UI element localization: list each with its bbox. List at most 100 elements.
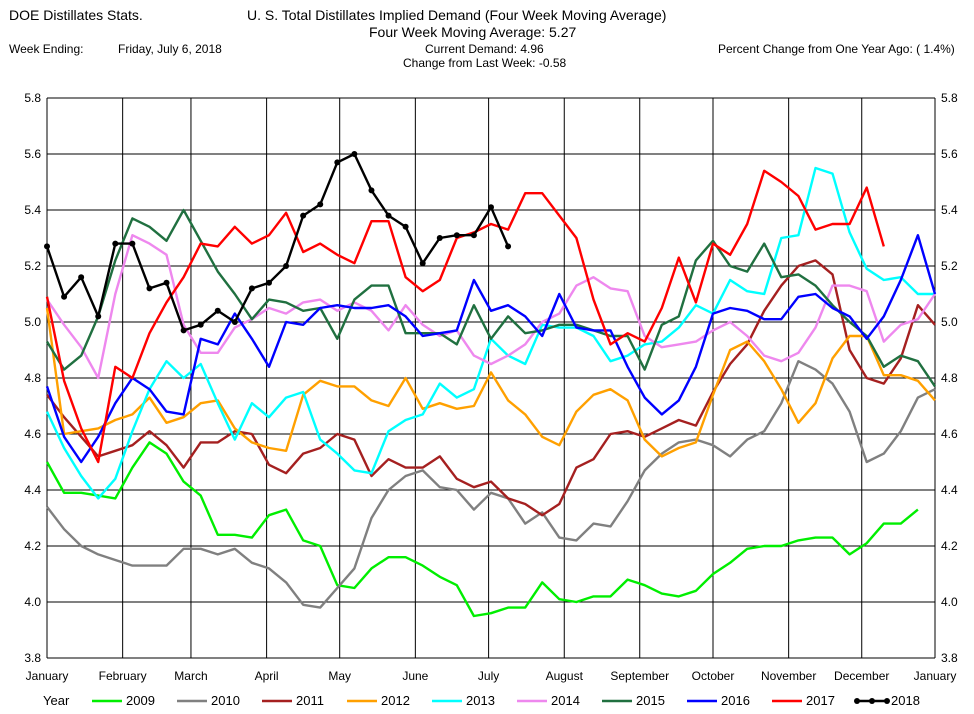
data-point-2018: [300, 212, 307, 219]
series-line-2011: [46, 259, 936, 517]
series-line-2010: [46, 360, 936, 609]
legend-title: Year: [43, 693, 70, 708]
x-tick-label: February: [99, 669, 147, 683]
data-point-2018: [61, 293, 68, 300]
legend-label-2013: 2013: [466, 693, 495, 708]
data-point-2018: [214, 307, 221, 314]
series-lines: [44, 151, 937, 618]
data-point-2018: [163, 279, 170, 286]
y-tick-label-left: 4.4: [24, 483, 41, 497]
series-2016: [45, 233, 937, 464]
legend-label-2011: 2011: [296, 693, 324, 708]
y-tick-label-right: 5.2: [941, 259, 958, 273]
x-tick-label: January: [26, 669, 69, 683]
x-tick-label: August: [546, 669, 584, 683]
legend-label-2012: 2012: [381, 693, 410, 708]
data-point-2018: [402, 223, 409, 230]
series-2011: [46, 259, 936, 517]
data-point-2018: [44, 243, 50, 250]
y-tick-label-right: 4.4: [941, 483, 958, 497]
x-tick-label: May: [328, 669, 351, 683]
series-line-2018: [45, 152, 510, 332]
x-axis: January February March April May June July Augu…: [26, 669, 957, 683]
series-2014: [46, 233, 936, 380]
data-point-2018: [266, 279, 272, 286]
y-tick-label-left: 4.2: [24, 539, 41, 553]
app-title: DOE Distillates Stats.: [9, 7, 143, 23]
legend-label-2014: 2014: [551, 693, 580, 708]
legend-label-2017: 2017: [806, 693, 835, 708]
x-tick-label: September: [610, 669, 669, 683]
x-tick-label: December: [834, 669, 889, 683]
week-ending-label: Week Ending:: [9, 42, 84, 56]
x-tick-label: April: [255, 669, 279, 683]
data-point-2018: [197, 321, 204, 328]
percent-change-readout: Percent Change from One Year Ago: ( 1.4%…: [718, 42, 955, 56]
series-2012: [45, 307, 936, 458]
y-tick-label-right: 4.0: [941, 595, 958, 609]
legend-label-2015: 2015: [636, 693, 665, 708]
legend-marker-2018: [869, 698, 875, 704]
x-tick-label: July: [478, 669, 499, 683]
series-2015: [45, 208, 936, 388]
data-point-2018: [385, 212, 392, 219]
x-tick-label: October: [692, 669, 735, 683]
y-tick-label-left: 4.8: [24, 371, 41, 385]
y-tick-label-left: 4.6: [24, 427, 41, 441]
chart-grid: [46, 97, 936, 659]
data-point-2018: [78, 274, 85, 281]
series-line-2014: [46, 233, 936, 380]
data-point-2018: [419, 260, 426, 267]
moving-average-readout: Four Week Moving Average: 5.27: [369, 24, 577, 40]
data-point-2018: [470, 232, 477, 239]
data-point-2018: [180, 327, 187, 334]
week-ending-value: Friday, July 6, 2018: [118, 42, 222, 56]
data-point-2018: [368, 187, 375, 194]
series-line-2016: [45, 233, 937, 464]
legend-label-2018: 2018: [891, 693, 920, 708]
data-point-2018: [283, 263, 290, 269]
y-tick-label-left: 5.8: [24, 91, 41, 105]
legend-label-2010: 2010: [211, 693, 240, 708]
y-tick-label-left: 4.0: [24, 595, 41, 609]
series-line-2009: [45, 441, 919, 618]
data-point-2018: [112, 240, 119, 247]
series-line-2015: [45, 208, 936, 388]
data-point-2018: [453, 232, 460, 239]
chart-legend: Year 2009 2010 2011 2012 2013 2014 2015 2016 2017…: [43, 693, 920, 708]
y-tick-label-left: 5.6: [24, 147, 41, 161]
data-point-2018: [351, 151, 358, 157]
chart-title: U. S. Total Distillates Implied Demand (…: [247, 7, 667, 23]
y-tick-label-right: 5.8: [941, 91, 958, 105]
x-tick-label: June: [402, 669, 428, 683]
y-axis-left: 3.8 4.0 4.2 4.4 4.6 4.8 5.0 5.2 5.4 5.6 5.8: [24, 91, 41, 665]
data-point-2018: [334, 159, 341, 166]
y-tick-label-left: 5.0: [24, 315, 41, 329]
legend-marker-2018: [854, 698, 860, 704]
y-tick-label-right: 5.6: [941, 147, 958, 161]
legend-marker-2018: [884, 698, 890, 704]
legend-label-2009: 2009: [126, 693, 155, 708]
y-tick-label-left: 5.4: [24, 203, 41, 217]
data-point-2018: [436, 235, 443, 241]
y-axis-right: 3.8 4.0 4.2 4.4 4.6 4.8 5.0 5.2 5.4 5.6 5.8: [941, 91, 958, 665]
data-point-2018: [248, 285, 255, 292]
y-tick-label-left: 3.8: [24, 651, 41, 665]
y-tick-label-right: 4.2: [941, 539, 958, 553]
data-point-2018: [317, 201, 324, 208]
series-2018: [44, 151, 512, 334]
data-point-2018: [488, 204, 494, 211]
data-point-2018: [505, 243, 512, 250]
y-tick-label-right: 4.8: [941, 371, 958, 385]
x-tick-label: March: [174, 669, 207, 683]
x-tick-label: November: [761, 669, 816, 683]
series-2010: [46, 360, 936, 609]
change-last-week-readout: Change from Last Week: -0.58: [403, 56, 567, 70]
y-tick-label-right: 3.8: [941, 651, 958, 665]
y-tick-label-right: 4.6: [941, 427, 958, 441]
data-point-2018: [129, 240, 136, 247]
legend-label-2016: 2016: [721, 693, 750, 708]
series-line-2012: [45, 307, 936, 458]
y-tick-label-right: 5.0: [941, 315, 958, 329]
